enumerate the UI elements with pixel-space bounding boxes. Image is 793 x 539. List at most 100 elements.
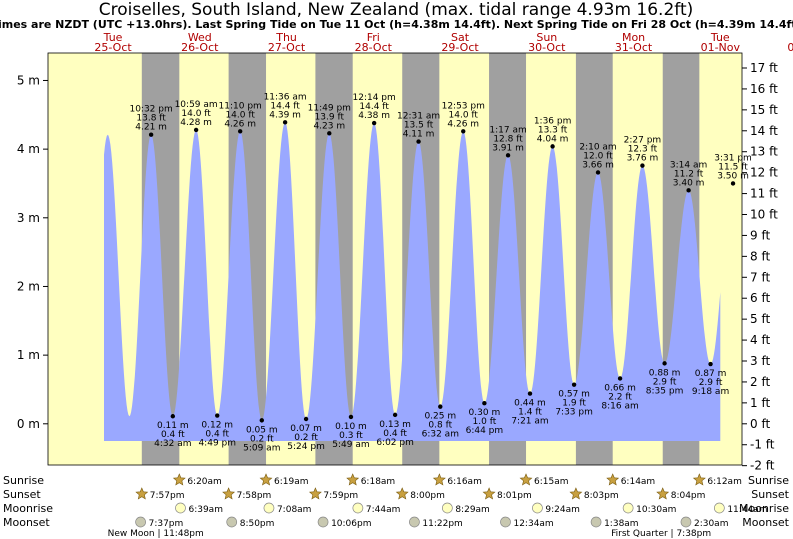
tide-ft-label: 14.0 ft (449, 110, 479, 120)
tide-time-label: 7:21 am (511, 417, 548, 427)
tide-ft-label: 11.2 ft (674, 169, 704, 179)
sunset-time: 7:58pm (237, 491, 272, 501)
sunrise-time: 6:14am (621, 477, 656, 487)
tide-time-label: 11:10 pm (219, 101, 262, 111)
moonset-icon (680, 516, 692, 528)
right-tick-label: 1 ft (750, 396, 770, 410)
sunrise-icon (606, 473, 620, 486)
sunrise-time: 6:20am (187, 477, 222, 487)
tide-ft-label: 13.5 ft (404, 121, 434, 131)
chart-subtitle: Times are NZDT (UTC +13.0hrs). Last Spri… (0, 18, 793, 31)
tide-time-label: 3:31 pm (714, 153, 752, 163)
tide-ft-label: 1.9 ft (562, 399, 586, 409)
day-labels: Tue25-OctWed26-OctThu27-OctFri28-OctSat2… (94, 31, 793, 54)
right-tick-label: 7 ft (750, 270, 770, 284)
right-tick-label: 9 ft (750, 228, 770, 242)
tide-time-label: 6:44 pm (466, 426, 504, 436)
right-tick-label: -1 ft (750, 438, 775, 452)
tide-point (348, 414, 354, 420)
right-tick-label: 8 ft (750, 249, 770, 263)
day-label-date: 29-Oct (441, 41, 479, 54)
day-label-dow: Thu (275, 31, 297, 44)
tide-ft-label: 0.2 ft (294, 433, 318, 443)
tide-ft-label: 0.4 ft (205, 430, 229, 440)
tide-time-label: 5:09 am (243, 443, 280, 453)
left-tick-label: 3 m (17, 211, 40, 225)
tide-time-label: 2:27 pm (624, 136, 662, 146)
tide-m-label: 0.66 m (604, 383, 636, 393)
day-label-date: 02-Nov (787, 41, 793, 54)
tide-ft-label: 14.4 ft (359, 102, 389, 112)
tide-m-label: 0.11 m (157, 421, 189, 431)
tide-m-label: 3.50 m (717, 171, 749, 181)
moonrise-time: 9:24am (545, 505, 580, 515)
tide-point (571, 382, 577, 387)
tide-m-label: 4.39 m (269, 110, 301, 120)
tide-area (104, 122, 721, 441)
sunset-icon (395, 487, 409, 500)
moonrise-time: 10:30am (636, 505, 676, 515)
day-label-dow: Sat (451, 31, 470, 44)
row-label-right-moonset: Moonset (742, 516, 789, 529)
day-label-dow: Tue (103, 31, 123, 44)
tide-point (303, 416, 309, 422)
left-tick-label: 5 m (17, 73, 40, 87)
right-tick-label: 11 ft (750, 187, 778, 201)
tide-time-label: 2:10 am (579, 142, 616, 152)
tide-time-label: 11:49 pm (308, 103, 351, 113)
tide-point (193, 127, 199, 133)
tide-time-label: 12:53 pm (442, 101, 485, 111)
sunrise-icon (519, 473, 533, 486)
moonset-icon (500, 516, 511, 528)
day-label-date: 30-Oct (528, 41, 566, 54)
sunrise-time: 6:15am (534, 477, 569, 487)
moonset-icon (590, 516, 602, 528)
sunrise-icon (432, 473, 446, 486)
left-tick-label: 1 m (17, 348, 40, 362)
row-label-right-sunset: Sunset (751, 488, 789, 501)
tide-point (170, 414, 176, 419)
moonrise-time: 7:44am (366, 505, 401, 515)
tide-time-label: 1:36 pm (534, 116, 572, 126)
tide-m-label: 0.88 m (649, 368, 681, 378)
tide-point (259, 418, 265, 423)
tide-ft-label: 12.8 ft (493, 134, 523, 144)
tide-time-label: 8:16 am (601, 401, 638, 411)
moonset-time: 7:37pm (149, 519, 184, 529)
row-label-left-sunrise: Sunrise (3, 474, 44, 487)
tide-m-label: 0.13 m (379, 420, 411, 430)
tide-ft-label: 12.0 ft (583, 151, 613, 161)
tide-point (617, 376, 623, 381)
tide-point (662, 361, 667, 366)
day-label-date: 01-Nov (701, 41, 741, 54)
tide-point (686, 188, 691, 193)
tide-ft-label: 13.8 ft (136, 114, 166, 124)
tide-ft-label: 2.9 ft (699, 378, 723, 388)
tide-ft-label: 14.0 ft (225, 110, 255, 120)
tide-time-label: 3:14 am (670, 160, 707, 170)
day-label-date: 31-Oct (615, 41, 653, 54)
day-label-dow: Fri (367, 31, 380, 44)
moon-phase-label: First Quarter | 7:38pm (611, 529, 711, 539)
moonset-time: 8:50pm (240, 519, 275, 529)
plot-frame (47, 52, 743, 466)
axes: 0 m 1 m 2 m 3 m 4 m 5 m -2 ft -1 ft 0 ft 1 ft 2 ft… (17, 52, 778, 473)
tide-ft-label: 1.0 ft (473, 417, 497, 427)
moonrise-icon (352, 502, 364, 514)
sunrise-time: 6:19am (274, 477, 309, 487)
tide-m-label: 0.10 m (335, 422, 367, 432)
sunset-time: 7:57pm (150, 491, 185, 501)
moon-phase-label: New Moon | 11:48pm (108, 529, 204, 539)
sunrise-time: 6:18am (361, 477, 396, 487)
tide-m-label: 4.21 m (135, 123, 167, 133)
tide-point (461, 129, 466, 134)
right-tick-label: 14 ft (750, 124, 778, 138)
day-label-dow: Wed (188, 31, 212, 44)
moonset-icon (226, 516, 238, 528)
sunset-icon (135, 487, 149, 500)
right-tick-label: 5 ft (750, 312, 770, 326)
tide-time-label: 5:24 pm (287, 442, 325, 452)
sunset-icon (482, 487, 496, 500)
tide-ft-label: 13.3 ft (538, 125, 568, 135)
